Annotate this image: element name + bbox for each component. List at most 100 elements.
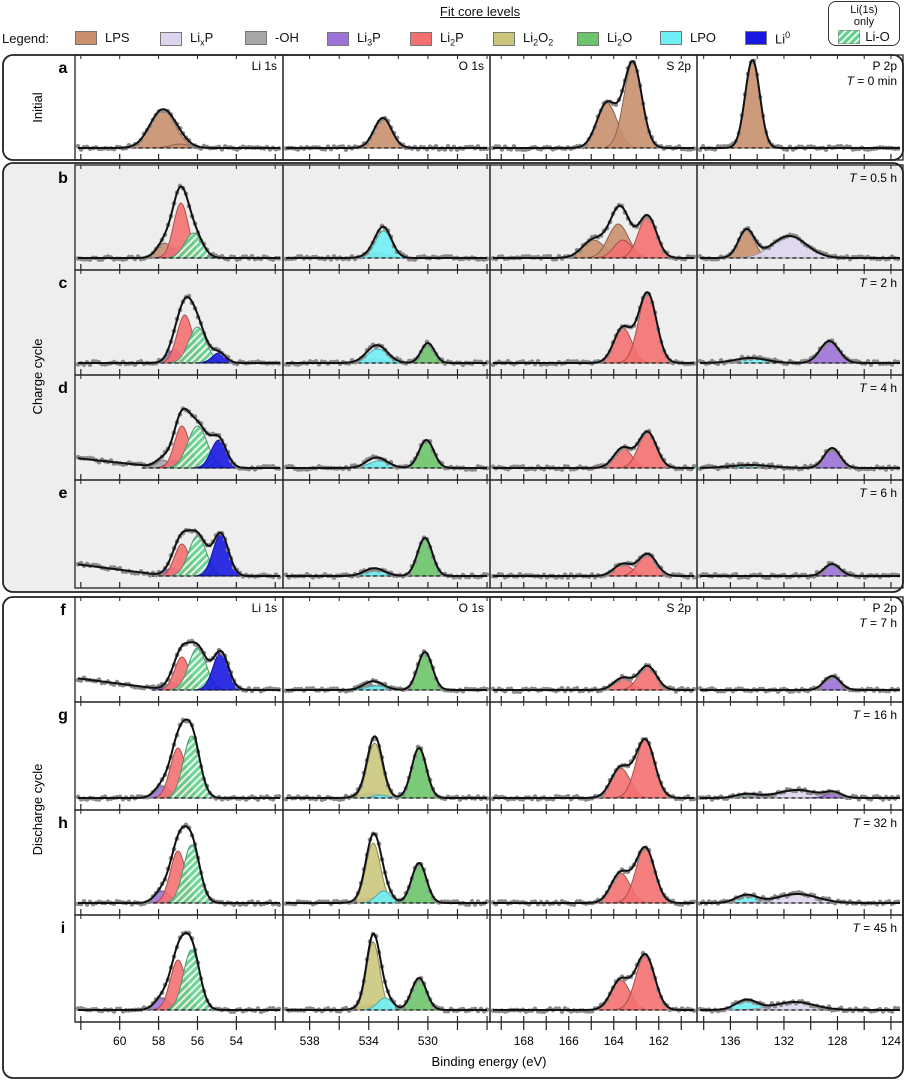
data-point (162, 565, 168, 571)
data-point (529, 145, 535, 151)
data-point (177, 646, 183, 652)
data-point (730, 359, 736, 364)
data-point (691, 686, 697, 692)
data-point (862, 1006, 868, 1012)
data-point (664, 1003, 670, 1008)
data-point (307, 146, 313, 151)
data-point (805, 465, 811, 471)
data-point (174, 190, 180, 195)
data-point (114, 795, 120, 800)
data-point (436, 255, 442, 261)
data-point (805, 790, 811, 796)
data-point (186, 719, 192, 724)
data-point (445, 144, 451, 149)
data-point (231, 565, 237, 570)
data-point (514, 147, 520, 152)
data-point (352, 897, 358, 903)
data-point (84, 256, 90, 262)
panel-b-li (74, 164, 284, 271)
data-point (96, 146, 102, 152)
data-point (481, 572, 487, 577)
data-point (760, 1001, 766, 1007)
data-point (213, 346, 219, 352)
data-point (87, 362, 93, 368)
data-point (313, 145, 319, 150)
data-point (586, 136, 592, 142)
data-point (796, 236, 802, 241)
data-point (267, 796, 273, 801)
data-point (270, 1006, 276, 1011)
data-point (685, 361, 691, 367)
data-point (261, 795, 267, 801)
data-point (147, 253, 153, 259)
data-point (376, 950, 382, 955)
data-point (225, 1007, 231, 1013)
data-point (628, 446, 634, 452)
data-point (559, 146, 565, 151)
data-point (625, 324, 631, 329)
data-point (84, 677, 90, 683)
data-point (364, 141, 370, 146)
data-point (595, 234, 601, 240)
component-li2p (159, 543, 206, 577)
data-point (418, 746, 424, 751)
data-point (538, 1009, 544, 1014)
data-point (201, 650, 207, 656)
data-point (649, 751, 655, 757)
data-point (93, 562, 99, 568)
data-point (865, 686, 871, 692)
data-point (619, 562, 625, 568)
data-point (841, 899, 847, 905)
data-point (841, 459, 847, 464)
data-point (676, 687, 682, 692)
data-point (493, 688, 499, 694)
component-li2o (403, 439, 450, 469)
tick-label: 538 (300, 1034, 320, 1048)
data-point (550, 465, 556, 470)
data-point (307, 359, 313, 364)
panel-letter: c (59, 275, 68, 292)
data-point (586, 900, 592, 906)
data-point (189, 213, 195, 219)
data-point (246, 256, 252, 261)
data-point (289, 573, 295, 578)
data-point (637, 220, 643, 226)
data-point (835, 898, 841, 904)
data-point (286, 688, 292, 694)
data-point (412, 981, 418, 986)
data-point (838, 568, 844, 574)
data-point (631, 970, 637, 976)
data-point (472, 467, 478, 472)
component-lpo (362, 997, 408, 1011)
data-point (505, 686, 511, 692)
data-point (493, 360, 499, 366)
data-point (847, 144, 853, 150)
data-point (778, 893, 784, 898)
data-point (655, 235, 661, 240)
data-point (153, 460, 159, 465)
data-point (712, 464, 718, 470)
data-point (385, 461, 391, 466)
data-point (448, 899, 454, 905)
time-value: = 0.5 h (857, 171, 897, 185)
data-point (234, 1007, 240, 1013)
data-point (697, 254, 703, 259)
data-point (370, 677, 376, 683)
data-point (724, 254, 730, 259)
data-point (373, 933, 379, 939)
data-point (634, 673, 640, 679)
component-lixp (736, 893, 858, 904)
data-point (808, 892, 814, 897)
data-point (382, 457, 388, 463)
fit-envelope (78, 718, 280, 799)
legend-swatch (327, 31, 349, 46)
data-point (108, 1007, 114, 1012)
data-point (105, 567, 111, 572)
data-point (523, 900, 529, 906)
data-point (862, 688, 868, 693)
core-level-title: P 2p (873, 601, 898, 615)
data-point (237, 1006, 243, 1012)
data-point (637, 669, 643, 675)
data-point (751, 791, 757, 797)
data-point (150, 250, 156, 256)
